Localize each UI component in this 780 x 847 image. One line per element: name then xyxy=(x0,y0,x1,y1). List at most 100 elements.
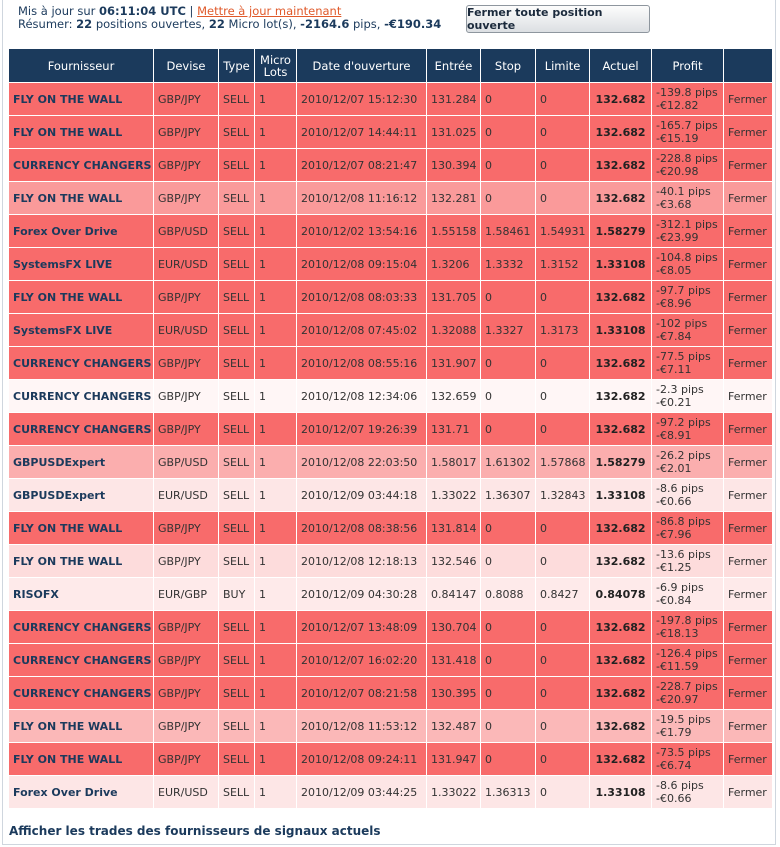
entry: 131.947 xyxy=(426,742,481,776)
close-button[interactable]: Fermer xyxy=(723,346,773,380)
separator: | xyxy=(189,4,194,18)
stop: 0.8088 xyxy=(480,577,536,611)
trade-type: SELL xyxy=(218,214,255,248)
trade-type: SELL xyxy=(218,544,255,578)
stop: 0 xyxy=(480,379,536,413)
provider: Forex Over Drive xyxy=(8,775,154,809)
stop: 0 xyxy=(480,709,536,743)
profit-pips: -86.8 pips xyxy=(656,515,711,528)
close-button[interactable]: Fermer xyxy=(723,676,773,710)
current: 132.682 xyxy=(589,181,652,215)
position-row: Forex Over Drive EUR/USD SELL 1 2010/12/09 0… xyxy=(8,775,773,809)
close-button[interactable]: Fermer xyxy=(723,82,773,116)
micro-lots: 1 xyxy=(254,577,297,611)
trade-type: SELL xyxy=(218,643,255,677)
open-date: 2010/12/08 09:15:04 xyxy=(296,247,427,281)
entry: 131.418 xyxy=(426,643,481,677)
entry: 130.395 xyxy=(426,676,481,710)
provider: CURRENCY CHANGERS xyxy=(8,412,154,446)
open-date: 2010/12/08 22:03:50 xyxy=(296,445,427,479)
close-button[interactable]: Fermer xyxy=(723,478,773,512)
currency-pair: GBP/JPY xyxy=(153,412,219,446)
profit-eur: -€2.01 xyxy=(656,462,692,475)
close-button[interactable]: Fermer xyxy=(723,115,773,149)
trade-type: SELL xyxy=(218,115,255,149)
currency-pair: GBP/JPY xyxy=(153,346,219,380)
footer-link[interactable]: Afficher les trades des fournisseurs de … xyxy=(9,824,381,838)
profit-eur: -€0.66 xyxy=(656,495,692,508)
profit-eur: -€0.84 xyxy=(656,594,692,607)
limit: 1.57868 xyxy=(535,445,590,479)
limit: 0 xyxy=(535,181,590,215)
currency-pair: GBP/JPY xyxy=(153,181,219,215)
close-all-button[interactable]: Fermer toute position ouverte xyxy=(466,5,650,33)
provider: FLY ON THE WALL xyxy=(8,280,154,314)
stop: 0 xyxy=(480,148,536,182)
current: 132.682 xyxy=(589,82,652,116)
micro-lots: 1 xyxy=(254,610,297,644)
current: 0.84078 xyxy=(589,577,652,611)
trade-type: SELL xyxy=(218,379,255,413)
close-button[interactable]: Fermer xyxy=(723,280,773,314)
close-button[interactable]: Fermer xyxy=(723,445,773,479)
open-date: 2010/12/08 09:24:11 xyxy=(296,742,427,776)
stop: 0 xyxy=(480,610,536,644)
currency-pair: GBP/JPY xyxy=(153,148,219,182)
close-button[interactable]: Fermer xyxy=(723,181,773,215)
profit: -13.6 pips -€1.25 xyxy=(651,544,724,578)
micro-lots: 1 xyxy=(254,148,297,182)
provider: RISOFX xyxy=(8,577,154,611)
close-button[interactable]: Fermer xyxy=(723,709,773,743)
position-row: FLY ON THE WALL GBP/JPY SELL 1 2010/12/07 15… xyxy=(8,82,773,116)
profit-pips: -197.8 pips xyxy=(656,614,718,627)
trade-type: SELL xyxy=(218,346,255,380)
micro-lots: 1 xyxy=(254,115,297,149)
close-button[interactable]: Fermer xyxy=(723,379,773,413)
currency-pair: GBP/USD xyxy=(153,445,219,479)
currency-pair: GBP/JPY xyxy=(153,643,219,677)
current: 132.682 xyxy=(589,412,652,446)
close-button[interactable]: Fermer xyxy=(723,511,773,545)
limit: 0 xyxy=(535,775,590,809)
profit-eur: -€7.96 xyxy=(656,528,692,541)
currency-pair: EUR/USD xyxy=(153,313,219,347)
current: 1.33108 xyxy=(589,775,652,809)
limit: 1.3152 xyxy=(535,247,590,281)
entry: 131.814 xyxy=(426,511,481,545)
close-button[interactable]: Fermer xyxy=(723,742,773,776)
close-button[interactable]: Fermer xyxy=(723,577,773,611)
close-button[interactable]: Fermer xyxy=(723,412,773,446)
close-button[interactable]: Fermer xyxy=(723,643,773,677)
profit: -165.7 pips -€15.19 xyxy=(651,115,724,149)
profit-total: -€190.34 xyxy=(384,17,442,31)
refresh-link[interactable]: Mettre à jour maintenant xyxy=(197,4,342,18)
current: 132.682 xyxy=(589,511,652,545)
close-button[interactable]: Fermer xyxy=(723,247,773,281)
profit-eur: -€0.21 xyxy=(656,396,692,409)
trade-type: SELL xyxy=(218,148,255,182)
micro-lots: 1 xyxy=(254,478,297,512)
limit: 0 xyxy=(535,709,590,743)
provider: SystemsFX LIVE xyxy=(8,247,154,281)
close-button[interactable]: Fermer xyxy=(723,544,773,578)
column-header: Profit xyxy=(651,48,724,83)
current: 132.682 xyxy=(589,115,652,149)
close-button[interactable]: Fermer xyxy=(723,313,773,347)
column-header: Fournisseur xyxy=(8,48,154,83)
close-button[interactable]: Fermer xyxy=(723,775,773,809)
profit: -6.9 pips -€0.84 xyxy=(651,577,724,611)
current: 132.682 xyxy=(589,544,652,578)
column-header xyxy=(723,48,773,83)
profit-pips: -2.3 pips xyxy=(656,383,704,396)
position-row: CURRENCY CHANGERS GBP/JPY SELL 1 2010/12/07 … xyxy=(8,610,773,644)
stop: 0 xyxy=(480,346,536,380)
lots-count: 22 xyxy=(208,17,225,31)
close-button[interactable]: Fermer xyxy=(723,610,773,644)
position-row: SystemsFX LIVE EUR/USD SELL 1 2010/12/08 09:… xyxy=(8,247,773,281)
close-button[interactable]: Fermer xyxy=(723,214,773,248)
limit: 1.54931 xyxy=(535,214,590,248)
micro-lots: 1 xyxy=(254,643,297,677)
close-button[interactable]: Fermer xyxy=(723,148,773,182)
current: 1.58279 xyxy=(589,214,652,248)
currency-pair: GBP/JPY xyxy=(153,280,219,314)
